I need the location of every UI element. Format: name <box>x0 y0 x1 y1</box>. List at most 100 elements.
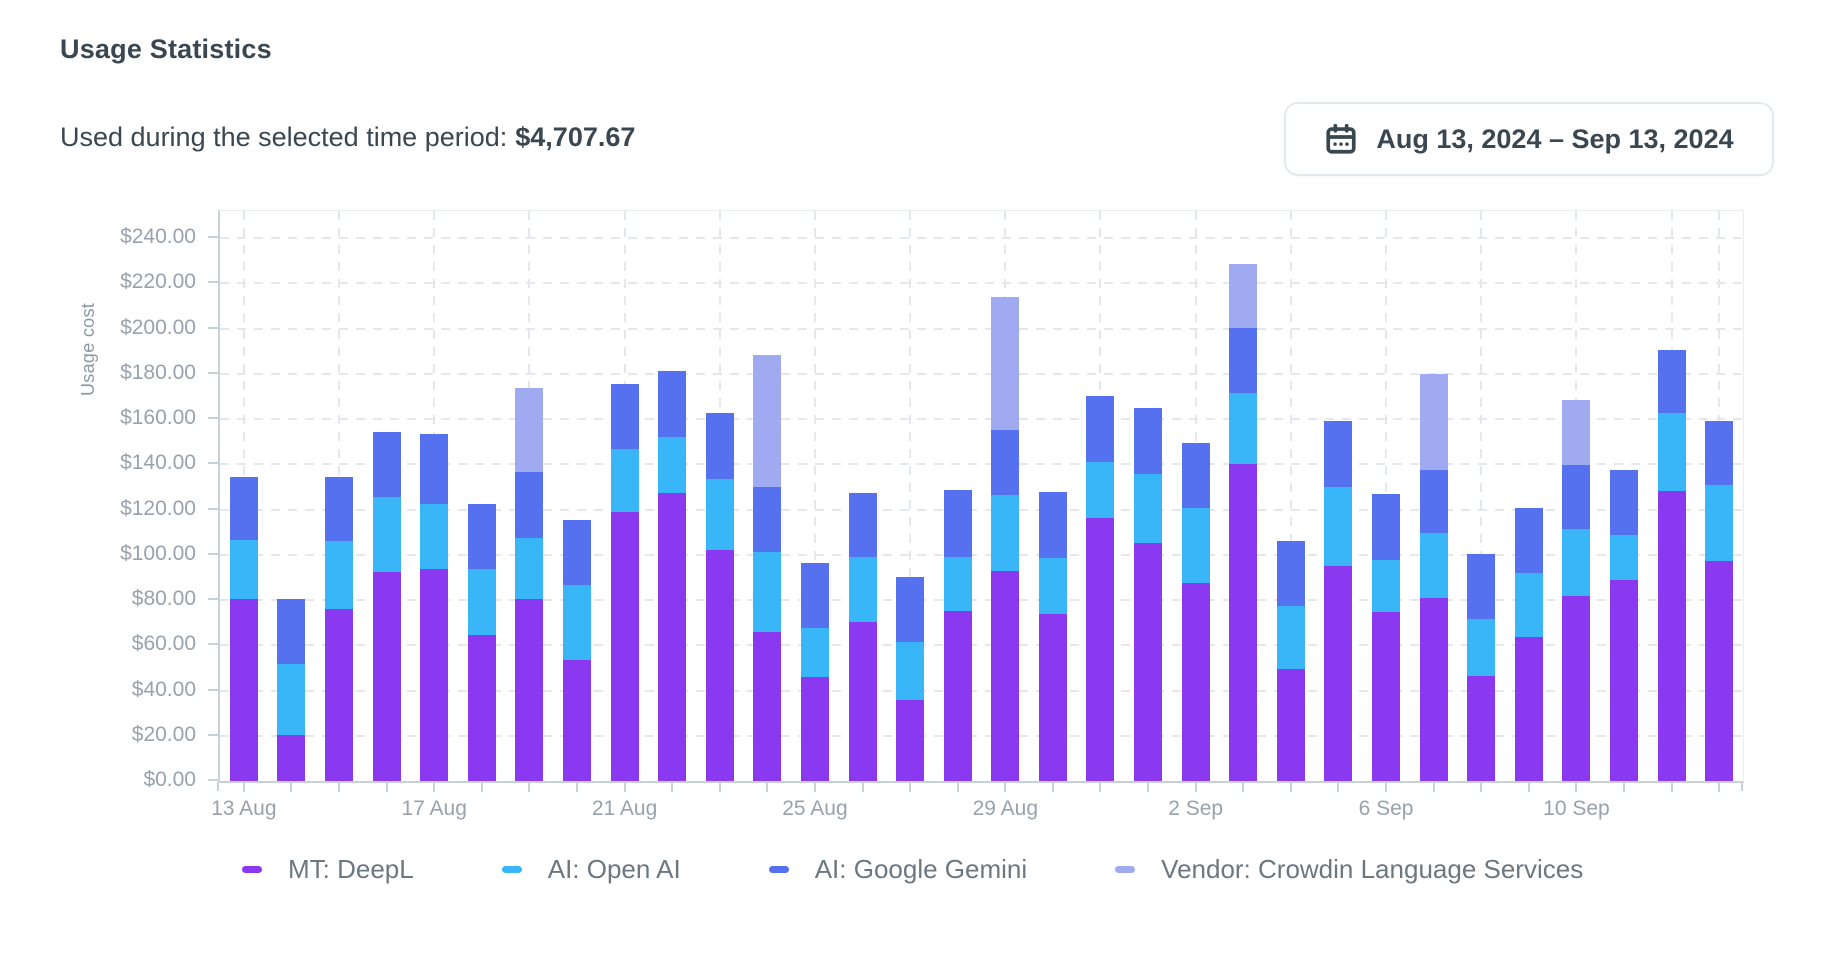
bar-segment[interactable] <box>1134 473 1163 543</box>
bar-segment[interactable] <box>1229 392 1258 465</box>
bar-segment[interactable] <box>515 537 544 600</box>
bar-segment[interactable] <box>372 572 401 781</box>
bar-segment[interactable] <box>848 556 877 622</box>
bar-segment[interactable] <box>420 434 449 505</box>
bar-segment[interactable] <box>1276 606 1305 669</box>
stacked-bar[interactable] <box>991 296 1020 781</box>
bar-segment[interactable] <box>896 577 925 643</box>
bar-segment[interactable] <box>1467 675 1496 781</box>
bar-segment[interactable] <box>1372 611 1401 781</box>
bar-segment[interactable] <box>562 519 591 586</box>
bar-segment[interactable] <box>324 477 353 542</box>
stacked-bar[interactable] <box>610 384 639 781</box>
bar-segment[interactable] <box>229 540 258 600</box>
bar-segment[interactable] <box>943 611 972 781</box>
bar-segment[interactable] <box>277 599 306 664</box>
bar-segment[interactable] <box>1372 560 1401 612</box>
bar-segment[interactable] <box>1086 517 1115 781</box>
bar-segment[interactable] <box>610 512 639 781</box>
bar-segment[interactable] <box>658 371 687 437</box>
bar-segment[interactable] <box>1276 540 1305 607</box>
stacked-bar[interactable] <box>1657 349 1686 781</box>
bar-segment[interactable] <box>1705 485 1734 562</box>
bar-segment[interactable] <box>1419 469 1448 534</box>
stacked-bar[interactable] <box>562 519 591 781</box>
stacked-bar[interactable] <box>1562 399 1591 781</box>
bar-segment[interactable] <box>1562 465 1591 530</box>
bar-segment[interactable] <box>467 634 496 781</box>
bar-segment[interactable] <box>753 552 782 633</box>
bar-segment[interactable] <box>991 296 1020 431</box>
bar-segment[interactable] <box>1610 469 1639 536</box>
bar-segment[interactable] <box>1181 508 1210 584</box>
stacked-bar[interactable] <box>1038 492 1067 781</box>
stacked-bar[interactable] <box>800 563 829 781</box>
stacked-bar[interactable] <box>1086 396 1115 781</box>
bar-segment[interactable] <box>372 431 401 497</box>
stacked-bar[interactable] <box>420 434 449 781</box>
legend-item-mt-deepl[interactable]: MT: DeepL <box>242 854 414 885</box>
bar-segment[interactable] <box>515 472 544 538</box>
bar-segment[interactable] <box>420 504 449 570</box>
bar-segment[interactable] <box>277 734 306 781</box>
stacked-bar[interactable] <box>1514 508 1543 781</box>
stacked-bar[interactable] <box>1610 469 1639 781</box>
bar-segment[interactable] <box>1038 492 1067 559</box>
stacked-bar[interactable] <box>515 387 544 781</box>
bar-segment[interactable] <box>610 448 639 513</box>
bar-segment[interactable] <box>753 355 782 487</box>
bar-segment[interactable] <box>896 642 925 701</box>
bar-segment[interactable] <box>1324 487 1353 566</box>
stacked-bar[interactable] <box>896 577 925 781</box>
bar-segment[interactable] <box>991 570 1020 781</box>
bar-segment[interactable] <box>324 609 353 781</box>
stacked-bar[interactable] <box>705 413 734 781</box>
stacked-bar[interactable] <box>1276 540 1305 781</box>
bar-segment[interactable] <box>1705 561 1734 781</box>
stacked-bar[interactable] <box>229 477 258 781</box>
bar-segment[interactable] <box>1038 613 1067 781</box>
bar-segment[interactable] <box>705 478 734 550</box>
bar-segment[interactable] <box>1229 327 1258 393</box>
bar-segment[interactable] <box>1657 349 1686 414</box>
bar-segment[interactable] <box>1419 373 1448 470</box>
bar-segment[interactable] <box>848 492 877 557</box>
bar-segment[interactable] <box>658 436 687 493</box>
bar-segment[interactable] <box>1514 636 1543 781</box>
stacked-bar[interactable] <box>372 431 401 781</box>
bar-segment[interactable] <box>1181 443 1210 509</box>
bar-segment[interactable] <box>1657 491 1686 781</box>
bar-segment[interactable] <box>1610 580 1639 781</box>
bar-segment[interactable] <box>420 569 449 781</box>
stacked-bar[interactable] <box>1181 443 1210 781</box>
bar-segment[interactable] <box>1467 619 1496 676</box>
bar-segment[interactable] <box>1086 462 1115 518</box>
bar-segment[interactable] <box>1610 535 1639 581</box>
bar-segment[interactable] <box>1134 407 1163 474</box>
bar-segment[interactable] <box>1372 493 1401 561</box>
bar-segment[interactable] <box>1324 421 1353 488</box>
bar-segment[interactable] <box>467 569 496 635</box>
bar-segment[interactable] <box>658 492 687 781</box>
stacked-bar[interactable] <box>467 504 496 781</box>
bar-segment[interactable] <box>1229 464 1258 781</box>
stacked-bar[interactable] <box>658 371 687 781</box>
bar-segment[interactable] <box>515 387 544 473</box>
bar-segment[interactable] <box>277 663 306 735</box>
bar-segment[interactable] <box>562 585 591 660</box>
bar-segment[interactable] <box>1038 558 1067 614</box>
bar-segment[interactable] <box>1514 508 1543 573</box>
stacked-bar[interactable] <box>1134 407 1163 781</box>
bar-segment[interactable] <box>229 599 258 781</box>
bar-segment[interactable] <box>896 700 925 781</box>
stacked-bar[interactable] <box>277 599 306 781</box>
bar-segment[interactable] <box>1562 399 1591 466</box>
bar-segment[interactable] <box>229 477 258 541</box>
bar-segment[interactable] <box>800 677 829 781</box>
bar-segment[interactable] <box>705 549 734 781</box>
bar-segment[interactable] <box>705 413 734 479</box>
bar-segment[interactable] <box>991 494 1020 571</box>
legend-item-ai-google-gemini[interactable]: AI: Google Gemini <box>768 854 1027 885</box>
bar-segment[interactable] <box>800 563 829 629</box>
bar-segment[interactable] <box>991 430 1020 495</box>
